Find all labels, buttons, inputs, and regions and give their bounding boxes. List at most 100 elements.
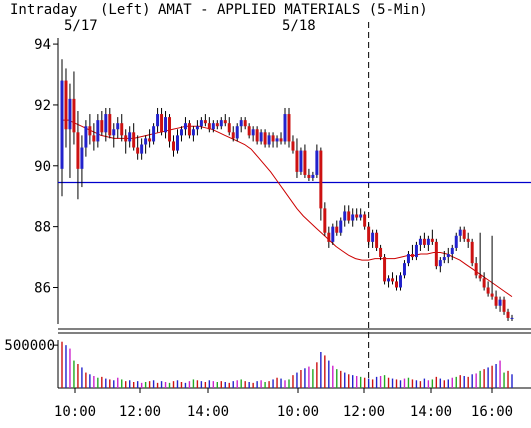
candle-body	[140, 144, 144, 154]
chart-title: AMAT - APPLIED MATERIALS (5-Min)	[158, 2, 428, 18]
candle-body	[219, 120, 223, 127]
candle-body	[231, 132, 235, 139]
candle-body	[191, 129, 195, 136]
candle-body	[215, 123, 219, 127]
candle-body	[223, 120, 227, 124]
candle-body	[426, 238, 430, 245]
time-tick-label: 10:00	[54, 404, 96, 420]
volume-group	[61, 341, 513, 388]
candle-body	[271, 135, 275, 142]
candle-body	[112, 129, 116, 136]
candle-body	[319, 150, 323, 209]
candle-body	[287, 114, 291, 142]
candle-body	[490, 293, 494, 297]
candle-body	[434, 241, 438, 267]
candle-body	[128, 132, 132, 142]
candle-body	[144, 138, 148, 145]
candle-body	[367, 226, 371, 242]
candle-body	[227, 123, 231, 133]
candle-body	[458, 229, 462, 236]
candle-body	[498, 299, 502, 306]
candle-body	[199, 120, 203, 127]
candle-body	[450, 247, 454, 255]
candle-body	[379, 247, 383, 258]
candle-body	[410, 254, 414, 258]
candle-body	[466, 238, 470, 242]
candle-body	[136, 147, 140, 154]
candle-body	[116, 123, 120, 130]
candle-body	[183, 123, 187, 130]
time-tick-label: 12:00	[343, 404, 385, 420]
candle-body	[355, 214, 359, 218]
candle-body	[164, 117, 168, 133]
candle-body	[132, 132, 136, 148]
candle-body	[160, 114, 164, 133]
candle-body	[430, 238, 434, 242]
candle-body	[243, 120, 247, 127]
candle-body	[108, 114, 112, 136]
intraday-label: Intraday	[10, 2, 77, 18]
candle-body	[152, 126, 156, 142]
candle-body	[148, 138, 152, 142]
session-date-label: 5/17	[64, 18, 98, 34]
candle-body	[359, 214, 363, 218]
candle-body	[168, 117, 172, 142]
candle-body	[311, 174, 315, 178]
candle-body	[391, 278, 395, 282]
candle-body	[494, 296, 498, 306]
candle-body	[259, 132, 263, 142]
axes	[53, 22, 531, 393]
candle-body	[510, 317, 514, 319]
time-tick-label: 16:00	[471, 404, 513, 420]
tick-labels-group: 86 88 90 92 94 500000 10:00 12:00 14:00 10:00 12:0…	[4, 37, 513, 420]
volume-tick-label: 500000	[4, 338, 55, 354]
candle-body	[323, 208, 327, 233]
candle-body	[88, 126, 92, 136]
candle-body	[299, 150, 303, 172]
candle-body	[251, 129, 255, 136]
candle-body	[156, 114, 160, 127]
candle-body	[351, 214, 355, 221]
candle-body	[343, 211, 347, 221]
price-tick-label: 94	[34, 37, 51, 53]
candle-body	[124, 135, 128, 142]
candle-body	[80, 147, 84, 169]
candle-body	[303, 150, 307, 175]
candle-body	[371, 232, 375, 242]
candle-body	[104, 114, 108, 133]
candle-body	[239, 120, 243, 127]
candle-body	[92, 135, 96, 142]
candle-body	[203, 120, 207, 124]
candle-body	[482, 278, 486, 288]
candle-body	[267, 135, 271, 145]
session-date-label: 5/18	[282, 18, 316, 34]
candle-body	[502, 299, 506, 312]
candles-group	[60, 59, 514, 321]
candle-body	[414, 244, 418, 258]
candle-body	[387, 278, 391, 282]
time-tick-label: 14:00	[410, 404, 452, 420]
candle-body	[172, 141, 175, 151]
time-tick-label: 14:00	[187, 404, 229, 420]
candle-body	[76, 132, 80, 169]
candle-body	[195, 126, 199, 130]
candle-body	[462, 229, 466, 239]
candle-body	[255, 129, 259, 142]
candle-body	[84, 126, 88, 148]
candle-body	[327, 232, 331, 242]
price-tick-label: 90	[34, 159, 51, 175]
candle-body	[399, 275, 402, 288]
time-tick-label: 10:00	[277, 404, 319, 420]
candle-body	[395, 281, 399, 288]
candle-body	[383, 257, 387, 282]
candle-body	[283, 114, 287, 142]
candle-body	[96, 120, 100, 142]
candle-body	[187, 123, 191, 136]
candle-body	[418, 238, 422, 245]
candle-body	[295, 150, 299, 172]
price-tick-label: 88	[34, 220, 51, 236]
time-tick-label: 12:00	[119, 404, 161, 420]
